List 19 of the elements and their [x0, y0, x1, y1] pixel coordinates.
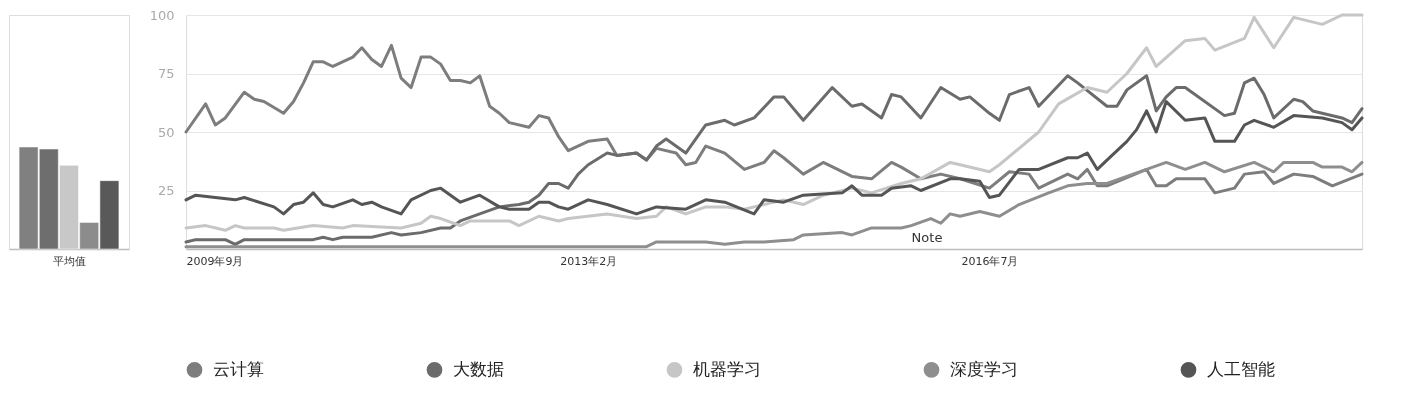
line-series	[184, 100, 1364, 216]
annotation: Note	[911, 230, 943, 245]
x-tick-label: 2009年9月	[186, 254, 244, 268]
legend-label: 人工智能	[1207, 358, 1275, 379]
y-tick-label: 50	[157, 124, 175, 140]
line-series	[184, 13, 1364, 232]
line-series	[184, 74, 1364, 246]
legend-label: 机器学习	[693, 358, 761, 379]
line-series	[184, 43, 1364, 195]
legend-label: 大数据	[453, 358, 504, 379]
legend-label: 深度学习	[950, 358, 1018, 379]
x-axis-title: 平均值	[53, 254, 86, 268]
line-series	[184, 160, 1364, 249]
y-tick-label: 75	[157, 66, 175, 81]
y-tick-label: 25	[157, 183, 175, 198]
y-tick-label: 100	[149, 7, 175, 23]
x-tick-label: 2016年7月	[961, 254, 1019, 268]
x-tick-label: 2013年2月	[560, 254, 618, 268]
legend-label: 云计算	[213, 358, 264, 379]
